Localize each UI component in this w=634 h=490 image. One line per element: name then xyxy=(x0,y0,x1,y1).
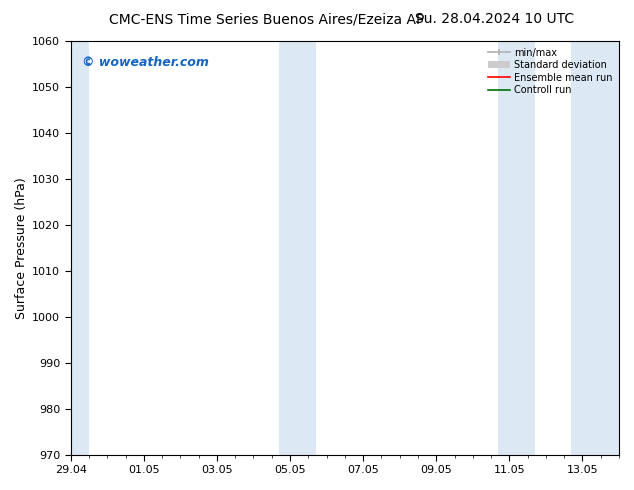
Text: CMC-ENS Time Series Buenos Aires/Ezeiza AP: CMC-ENS Time Series Buenos Aires/Ezeiza … xyxy=(108,12,424,26)
Legend: min/max, Standard deviation, Ensemble mean run, Controll run: min/max, Standard deviation, Ensemble me… xyxy=(486,46,614,97)
Text: Su. 28.04.2024 10 UTC: Su. 28.04.2024 10 UTC xyxy=(415,12,574,26)
Text: © woweather.com: © woweather.com xyxy=(82,55,209,69)
Bar xyxy=(279,41,316,455)
Bar xyxy=(498,41,535,455)
Bar xyxy=(571,41,623,455)
Y-axis label: Surface Pressure (hPa): Surface Pressure (hPa) xyxy=(15,177,28,318)
Bar xyxy=(67,41,89,455)
